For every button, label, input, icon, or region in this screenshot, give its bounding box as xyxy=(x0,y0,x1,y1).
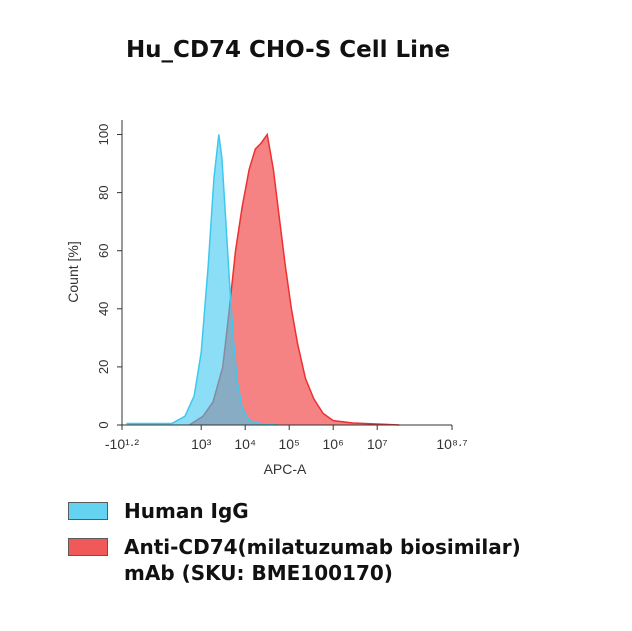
x-tick-label: 10³ xyxy=(191,436,212,452)
y-tick-label: 100 xyxy=(96,124,111,146)
y-tick-label: 60 xyxy=(96,243,111,257)
chart-title: Hu_CD74 CHO-S Cell Line xyxy=(126,37,450,63)
x-tick-label: 10⁴ xyxy=(234,436,256,452)
y-tick-label: 0 xyxy=(96,421,111,428)
legend-label: Anti-CD74(milatuzumab biosimilar) mAb (S… xyxy=(124,535,521,585)
legend: Human IgG Anti-CD74(milatuzumab biosimila… xyxy=(68,498,588,596)
x-tick-label: 10⁸·⁷ xyxy=(436,436,467,452)
area xyxy=(189,134,400,425)
line xyxy=(126,134,278,426)
area xyxy=(126,134,278,425)
x-tick-label: 10⁵ xyxy=(279,436,300,452)
chart: Hu_CD74 CHO-S Cell Line APC-A Count [%] … xyxy=(65,37,468,477)
y-tick-label: 80 xyxy=(96,185,111,199)
y-axis-label: Count [%] xyxy=(65,241,81,302)
legend-swatch xyxy=(68,502,108,520)
legend-item: Human IgG xyxy=(68,498,588,524)
x-tick-label: 10⁶ xyxy=(323,436,344,452)
y-tick-label: 20 xyxy=(96,360,111,374)
x-axis-label: APC-A xyxy=(264,461,307,477)
legend-label: Human IgG xyxy=(124,499,249,523)
y-tick-label: 40 xyxy=(96,302,111,316)
legend-item: Anti-CD74(milatuzumab biosimilar) mAb (S… xyxy=(68,534,588,586)
x-tick-label: 10⁷ xyxy=(367,436,388,452)
x-tick-label: -10¹·² xyxy=(105,436,140,452)
legend-swatch xyxy=(68,538,108,556)
